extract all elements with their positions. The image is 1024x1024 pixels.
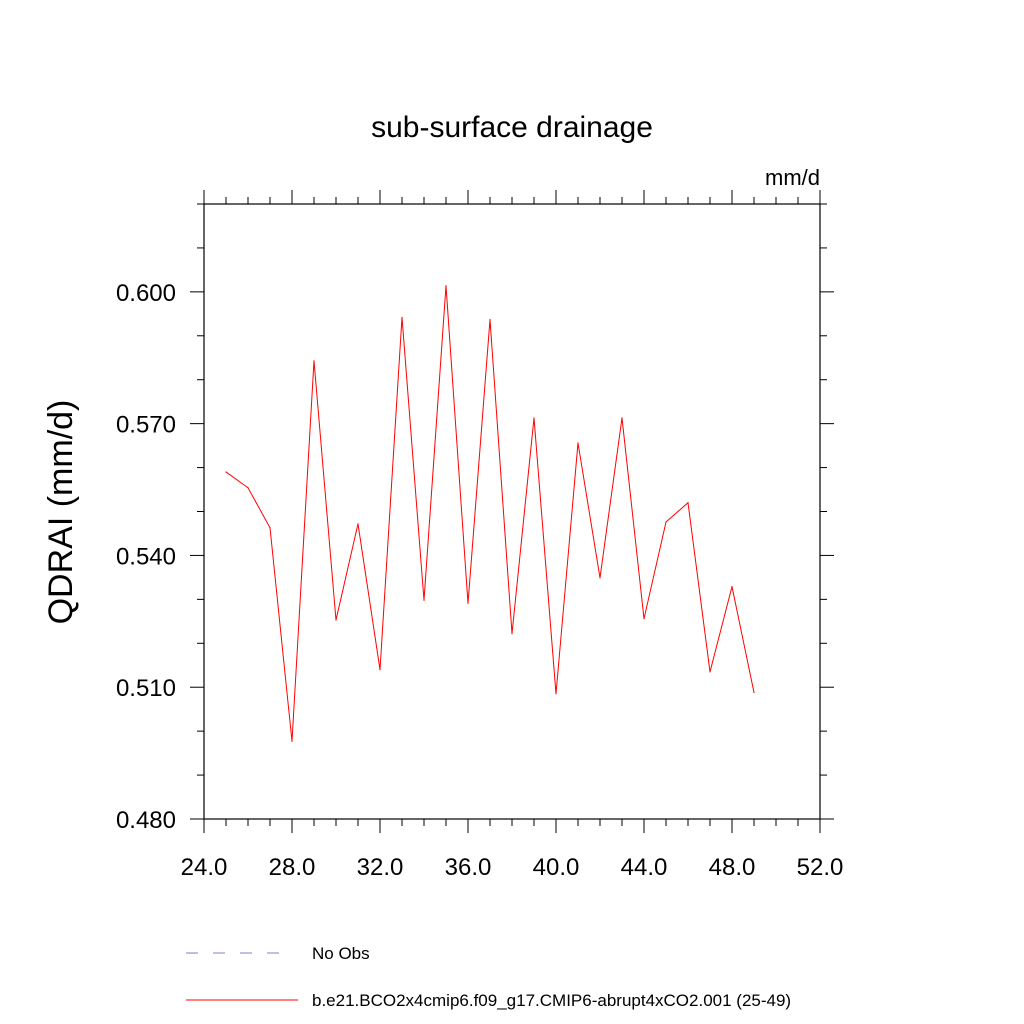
x-tick-label: 28.0 (269, 854, 316, 881)
x-tick-label: 48.0 (709, 854, 756, 881)
data-point (709, 671, 711, 673)
data-point (379, 669, 381, 671)
series-layer (225, 285, 755, 742)
y-tick-label: 0.480 (116, 807, 176, 834)
data-point (401, 316, 403, 318)
data-point (313, 360, 315, 362)
data-point (423, 599, 425, 601)
legend-label-model: b.e21.BCO2x4cmip6.f09_g17.CMIP6-abrupt4x… (312, 991, 791, 1010)
legend: No Obs b.e21.BCO2x4cmip6.f09_g17.CMIP6-a… (186, 944, 791, 1010)
x-tick-label: 44.0 (621, 854, 668, 881)
x-axis-ticks: 24.0 28.0 32.0 36.0 40.0 44.0 48.0 52.0 (181, 190, 844, 881)
data-point (291, 740, 293, 742)
y-tick-label: 0.600 (116, 280, 176, 307)
x-tick-label: 40.0 (533, 854, 580, 881)
data-point (687, 502, 689, 504)
units-label: mm/d (765, 165, 820, 190)
data-point (225, 471, 227, 473)
series-line (225, 285, 755, 742)
x-tick-label: 36.0 (445, 854, 492, 881)
data-point (467, 602, 469, 604)
data-point (489, 318, 491, 321)
y-axis-ticks: 0.480 0.510 0.540 0.570 0.600 (116, 203, 834, 834)
data-point (621, 417, 623, 419)
data-point (445, 285, 447, 287)
data-point (269, 527, 271, 529)
y-axis-label: QDRAI (mm/d) (42, 400, 80, 625)
data-point (533, 417, 535, 419)
data-point (247, 487, 249, 489)
x-tick-label: 52.0 (797, 854, 844, 881)
data-point (555, 693, 557, 695)
data-point (665, 521, 667, 523)
data-point (643, 618, 645, 620)
data-point (599, 577, 601, 579)
legend-label-no-obs: No Obs (312, 944, 370, 963)
y-tick-label: 0.540 (116, 543, 176, 570)
x-tick-label: 32.0 (357, 854, 404, 881)
data-point (357, 523, 359, 525)
plot-frame (203, 203, 821, 820)
data-point (511, 633, 513, 635)
x-tick-label: 24.0 (181, 854, 228, 881)
data-point (731, 586, 733, 588)
chart-title: sub-surface drainage (371, 111, 653, 144)
data-point (335, 619, 337, 621)
y-tick-label: 0.570 (116, 412, 176, 439)
data-point (577, 442, 579, 444)
y-tick-label: 0.510 (116, 675, 176, 702)
data-point (753, 691, 755, 694)
